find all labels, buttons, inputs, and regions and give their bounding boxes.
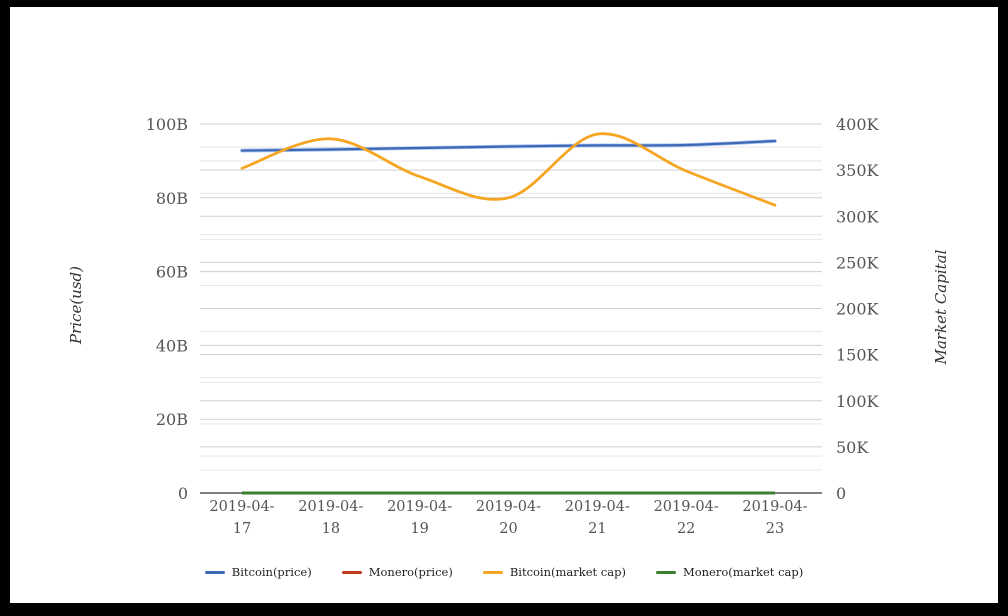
left-axis-tick-label: 60B [156, 263, 188, 282]
left-axis-tick-label: 0 [178, 484, 188, 503]
right-axis-tick-label: 200K [836, 300, 880, 319]
legend-swatch-bitcoin-price [204, 570, 225, 574]
x-axis-tick-label: 2019-04-21 [565, 499, 630, 537]
x-axis-tick-label: 2019-04-19 [387, 499, 452, 537]
right-axis-title: Market Capital [932, 249, 950, 365]
right-axis-tick-label: 350K [836, 161, 880, 180]
legend-label: Bitcoin(market cap) [509, 565, 626, 579]
legend-item-bitcoin-price[interactable]: Bitcoin(price) [204, 565, 312, 579]
legend-swatch-monero-market-cap [655, 570, 676, 574]
right-axis-tick-label: 0 [836, 484, 846, 503]
left-axis-tick-label: 80B [156, 189, 188, 208]
legend-label: Bitcoin(price) [231, 565, 312, 579]
left-axis-tick-label: 100B [146, 115, 188, 134]
left-axis-tick-label: 20B [156, 410, 188, 429]
right-axis-tick-label: 400K [836, 115, 880, 134]
right-axis-tick-label: 250K [836, 253, 880, 272]
x-axis-tick-label: 2019-04-20 [476, 499, 541, 537]
series-line-bitcoin-price[interactable] [240, 139, 777, 152]
right-axis-tick-label: 300K [836, 207, 880, 226]
x-axis-tick-label: 2019-04-17 [209, 499, 274, 537]
legend-swatch-bitcoin-market-cap [482, 570, 503, 574]
legend-item-monero-price[interactable]: Monero(price) [341, 565, 453, 579]
right-axis-tick-label: 50K [836, 438, 869, 457]
x-axis-tick-label: 2019-04-18 [298, 499, 363, 537]
series-line-bitcoin-market-cap[interactable] [240, 132, 777, 207]
right-axis-tick-label: 100K [836, 392, 880, 411]
legend-item-bitcoin-market-cap[interactable]: Bitcoin(market cap) [482, 565, 626, 579]
right-axis-tick-label: 150K [836, 346, 880, 365]
legend-swatch-monero-price [341, 570, 362, 574]
legend-label: Monero(market cap) [682, 565, 804, 579]
x-axis-tick-label: 2019-04-22 [654, 499, 719, 537]
x-axis-tick-label: 2019-04-23 [742, 499, 807, 537]
legend-item-monero-market-cap[interactable]: Monero(market cap) [655, 565, 804, 579]
chart-legend: Bitcoin(price) Monero(price) Bitcoin(marke… [0, 565, 1008, 579]
left-axis-tick-label: 40B [156, 336, 188, 355]
legend-label: Monero(price) [368, 565, 453, 579]
left-axis-title: Price(usd) [67, 265, 85, 345]
